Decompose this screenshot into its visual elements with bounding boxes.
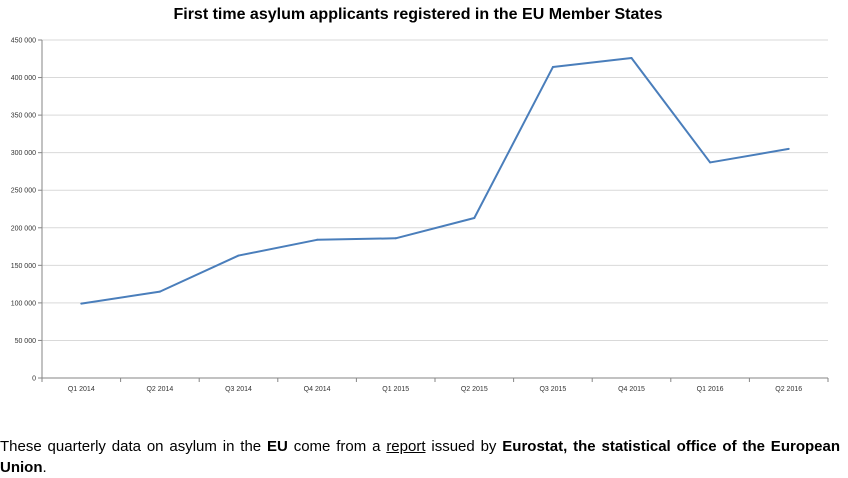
x-axis-ticks: Q1 2014 Q2 2014 Q3 2014 Q4 2014 Q1 2015 Q2 20… [68,386,802,393]
data-point [473,217,476,220]
data-point [630,57,633,60]
x-tick-label: Q3 2015 [539,386,566,393]
caption-text-3: issued by [425,438,503,455]
data-point [551,66,554,69]
x-tick-label: Q3 2014 [225,386,252,393]
y-tick-label: 450 000 [11,38,36,45]
data-point [787,147,790,150]
y-tick-label: 50 000 [15,338,37,345]
y-tick-label: 0 [32,376,36,383]
axes [38,39,829,382]
y-tick-label: 150 000 [11,263,36,270]
y-tick-label: 100 000 [11,300,36,307]
x-tick-label: Q1 2014 [68,386,95,393]
series-group [80,57,790,305]
y-tick-label: 350 000 [11,113,36,120]
data-point [709,161,712,164]
data-point [316,238,319,241]
report-link[interactable]: report [386,438,426,455]
x-tick-label: Q2 2016 [775,386,802,393]
data-point [158,290,161,293]
y-tick-label: 300 000 [11,150,36,157]
x-tick-label: Q2 2015 [461,386,488,393]
y-tick-label: 400 000 [11,75,36,82]
caption-text-2: come from a [287,438,387,455]
y-axis-ticks: 0 50 000 100 000 150 000 200 000 250 000 300 0… [11,38,36,383]
x-tick-label: Q4 2015 [618,386,645,393]
data-point [394,237,397,240]
x-tick-label: Q4 2014 [304,386,331,393]
gridlines [42,39,828,341]
data-point [237,254,240,257]
caption-eu: EU [267,438,288,455]
x-tick-label: Q1 2015 [382,386,409,393]
caption-text-1: These quarterly data on asylum in the [0,438,267,455]
x-tick-label: Q1 2016 [697,386,724,393]
series-line [81,57,789,305]
y-tick-label: 200 000 [11,225,36,232]
caption-text-4: . [42,459,47,476]
data-point [80,302,83,305]
x-tick-label: Q2 2014 [146,386,173,393]
chart-title: First time asylum applicants registered … [173,6,663,23]
line-chart: 0 50 000 100 000 150 000 200 000 250 000 300 0… [11,38,829,393]
y-tick-label: 250 000 [11,188,36,195]
